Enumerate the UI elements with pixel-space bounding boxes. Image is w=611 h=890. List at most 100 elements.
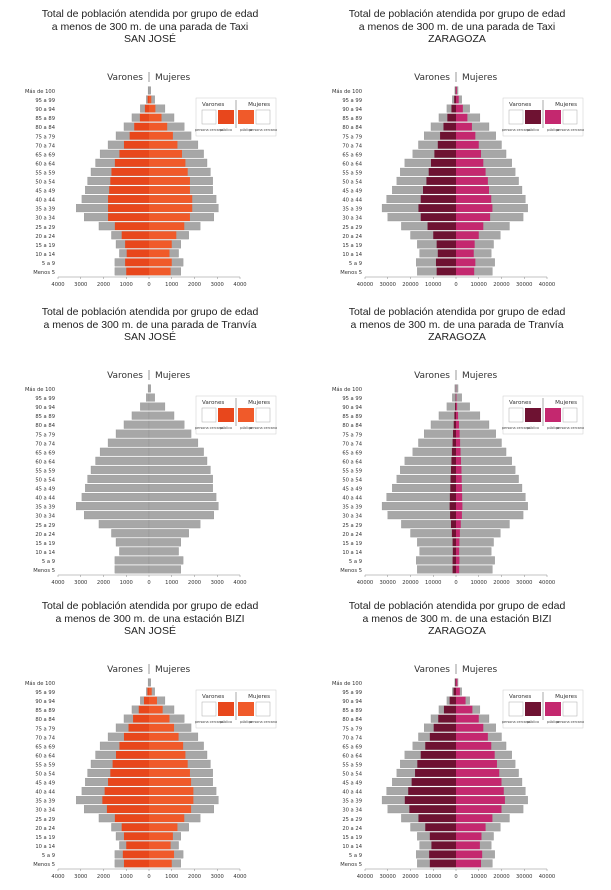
x-tick-label: 1000 xyxy=(165,874,178,880)
age-tick-label: 80 a 84 xyxy=(35,423,55,429)
x-tick-label: 2000 xyxy=(188,282,201,288)
highlight-bar-left xyxy=(426,177,456,185)
x-tick-label: 4000 xyxy=(233,874,246,880)
highlight-bar-right xyxy=(456,403,457,411)
highlight-bar-left xyxy=(417,760,456,768)
age-tick-label: 25 a 29 xyxy=(342,523,362,529)
total-bar-left xyxy=(111,529,149,537)
age-tick-label: 55 a 59 xyxy=(35,762,55,768)
highlight-bar-left xyxy=(450,484,456,492)
total-bar-right xyxy=(149,538,181,546)
total-bar-right xyxy=(456,448,506,456)
highlight-bar-right xyxy=(456,213,490,221)
header-mujeres: Mujeres xyxy=(155,371,191,381)
legend-varones-label: Varones xyxy=(509,694,531,700)
age-tick-label: 25 a 29 xyxy=(342,817,362,823)
age-tick-label: 75 a 79 xyxy=(35,134,55,140)
age-tick-label: 70 a 74 xyxy=(35,143,55,149)
age-tick-label: Menos 5 xyxy=(340,270,362,276)
total-bar-left xyxy=(115,566,149,574)
legend-sub-label: persona cercana xyxy=(556,128,584,132)
total-bar-left xyxy=(392,484,456,492)
total-bar-left xyxy=(99,520,149,528)
legend-sub-label: persona cercana xyxy=(249,128,277,132)
age-tick-label: 15 a 19 xyxy=(342,243,362,249)
highlight-bar-right xyxy=(456,805,502,813)
age-tick-label: 30 a 34 xyxy=(35,216,55,222)
highlight-bar-right xyxy=(149,697,157,705)
highlight-bar-left xyxy=(450,493,456,501)
total-bar-left xyxy=(387,493,456,501)
x-tick-label: 20000 xyxy=(493,282,510,288)
chart-title-line-3: ZARAGOZA xyxy=(307,625,607,638)
x-tick-label: 1000 xyxy=(120,282,133,288)
age-tick-label: 20 a 24 xyxy=(35,234,55,240)
age-tick-label: 80 a 84 xyxy=(35,717,55,723)
age-tick-label: 60 a 64 xyxy=(35,753,55,759)
total-bar-right xyxy=(149,403,165,411)
age-tick-label: Más de 100 xyxy=(25,88,55,95)
highlight-bar-left xyxy=(453,688,456,696)
highlight-bar-left xyxy=(108,778,149,786)
highlight-bar-left xyxy=(409,805,456,813)
age-tick-label: 75 a 79 xyxy=(35,432,55,438)
highlight-bar-right xyxy=(456,860,481,868)
highlight-bar-left xyxy=(119,150,149,158)
highlight-bar-right xyxy=(456,240,475,248)
highlight-bar-left xyxy=(408,787,456,795)
chart-title-line-2: a menos de 300 m. de una estación BIZI xyxy=(307,613,607,626)
total-bar-right xyxy=(149,557,183,565)
age-tick-label: 45 a 49 xyxy=(35,487,55,493)
x-tick-label: 0 xyxy=(454,580,457,586)
chart-title: Total de población atendida por grupo de… xyxy=(0,306,300,344)
highlight-bar-left xyxy=(437,240,456,248)
age-tick-label: 50 a 54 xyxy=(35,180,55,186)
age-tick-label: 70 a 74 xyxy=(35,735,55,741)
age-tick-label: 25 a 29 xyxy=(35,817,55,823)
legend-swatch-highlight-men xyxy=(218,110,234,124)
age-tick-label: 30 a 34 xyxy=(35,514,55,520)
legend-varones-label: Varones xyxy=(509,102,531,108)
total-bar-right xyxy=(149,394,155,402)
total-bar-left xyxy=(82,493,149,501)
age-tick-label: 35 a 39 xyxy=(35,505,55,511)
highlight-bar-right xyxy=(149,231,176,239)
highlight-bar-left xyxy=(125,240,149,248)
legend-swatch-total-women xyxy=(256,702,270,716)
highlight-bar-right xyxy=(456,851,482,859)
age-tick-label: Menos 5 xyxy=(33,568,55,574)
highlight-bar-right xyxy=(456,430,460,438)
highlight-bar-left xyxy=(429,851,456,859)
highlight-bar-right xyxy=(456,697,466,705)
age-tick-label: 25 a 29 xyxy=(342,225,362,231)
highlight-bar-right xyxy=(149,222,184,230)
chart-title-line-2: a menos de 300 m. de una parada de Tranv… xyxy=(0,319,300,332)
legend-swatch-total-men xyxy=(202,110,216,124)
age-tick-label: 45 a 49 xyxy=(35,781,55,787)
header-varones: Varones xyxy=(107,73,143,83)
total-bar-left xyxy=(417,538,456,546)
legend-mujeres-label: Mujeres xyxy=(555,694,577,700)
total-bar-left xyxy=(76,502,149,510)
highlight-bar-left xyxy=(436,259,456,267)
age-tick-label: 55 a 59 xyxy=(342,170,362,176)
highlight-bar-right xyxy=(456,832,481,840)
age-tick-label: Más de 100 xyxy=(25,386,55,393)
highlight-bar-left xyxy=(423,186,456,194)
highlight-bar-left xyxy=(451,457,456,465)
highlight-bar-left xyxy=(405,796,456,804)
highlight-bar-left xyxy=(129,724,149,732)
total-bar-left xyxy=(413,448,456,456)
total-bar-right xyxy=(149,547,179,555)
age-tick-label: 95 a 99 xyxy=(35,396,55,402)
highlight-bar-right xyxy=(456,222,483,230)
highlight-bar-left xyxy=(418,204,456,212)
x-tick-label: 3000 xyxy=(211,874,224,880)
total-bar-right xyxy=(456,394,462,402)
total-bar-left xyxy=(447,403,456,411)
age-tick-label: 20 a 24 xyxy=(342,234,362,240)
highlight-bar-right xyxy=(149,268,171,276)
